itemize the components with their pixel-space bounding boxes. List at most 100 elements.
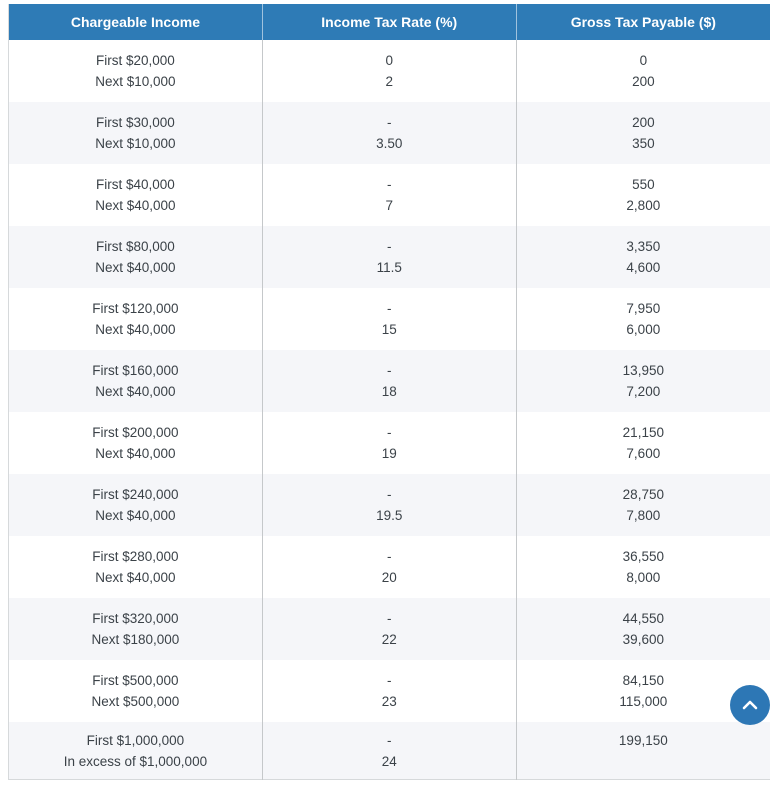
rate-line-2: 19.5: [376, 508, 403, 523]
chargeable-income-cell: First $120,000 Next $40,000: [8, 288, 263, 350]
income-tier-line-1: First $200,000: [92, 425, 179, 440]
income-tier-line-1: First $500,000: [92, 673, 179, 688]
table-row: First $240,000 Next $40,000 - 19.5 28,75…: [8, 474, 770, 536]
gross-tax-cell: 200 350: [515, 102, 770, 164]
table-row: First $500,000 Next $500,000 - 23 84,150…: [8, 660, 770, 722]
rate-line-1: -: [386, 301, 392, 316]
table-row: First $120,000 Next $40,000 - 15 7,950 6…: [8, 288, 770, 350]
tax-line-2: 7,600: [626, 446, 661, 461]
tax-rate-cell: 0 2: [261, 40, 517, 102]
tax-line-1: 36,550: [622, 549, 664, 564]
rate-line-1: -: [386, 115, 392, 130]
tax-rate-cell: - 19.5: [261, 474, 517, 536]
chargeable-income-cell: First $160,000 Next $40,000: [8, 350, 263, 412]
tax-rate-cell: - 15: [261, 288, 517, 350]
table-row: First $20,000 Next $10,000 0 2 0 200: [8, 40, 770, 102]
chargeable-income-cell: First $240,000 Next $40,000: [8, 474, 263, 536]
tax-rate-cell: - 20: [261, 536, 517, 598]
tax-line-1: 21,150: [622, 425, 664, 440]
income-tier-line-2: Next $40,000: [95, 508, 176, 523]
tax-line-2: 4,600: [626, 260, 661, 275]
rate-line-1: -: [386, 549, 392, 564]
chargeable-income-cell: First $20,000 Next $10,000: [8, 40, 263, 102]
rate-line-1: -: [386, 425, 392, 440]
income-tier-line-1: First $240,000: [92, 487, 179, 502]
table-row: First $200,000 Next $40,000 - 19 21,150 …: [8, 412, 770, 474]
income-tier-line-1: First $30,000: [96, 115, 175, 130]
income-tier-line-1: First $320,000: [92, 611, 179, 626]
tax-line-1: 28,750: [622, 487, 664, 502]
rate-line-1: -: [386, 177, 392, 192]
rate-line-1: -: [386, 732, 392, 748]
income-tier-line-1: First $160,000: [92, 363, 179, 378]
table-row: First $40,000 Next $40,000 - 7 550 2,800: [8, 164, 770, 226]
table-body: First $20,000 Next $10,000 0 2 0 200 Fir…: [8, 40, 770, 780]
income-tax-rates-table: Chargeable Income Income Tax Rate (%) Gr…: [8, 4, 770, 780]
column-header-chargeable-income: Chargeable Income: [8, 4, 263, 40]
tax-line-1: 44,550: [622, 611, 664, 626]
tax-line-2: 8,000: [626, 570, 661, 585]
column-header-gross-tax-payable: Gross Tax Payable ($): [515, 4, 770, 40]
rate-line-2: 24: [381, 753, 397, 769]
gross-tax-cell: 36,550 8,000: [515, 536, 770, 598]
income-tier-line-2: Next $10,000: [95, 74, 176, 89]
income-tier-line-2: Next $180,000: [91, 632, 180, 647]
chevron-up-icon: [742, 700, 758, 710]
tax-line-2: 7,800: [626, 508, 661, 523]
income-tier-line-1: First $120,000: [92, 301, 179, 316]
rate-line-2: 11.5: [376, 260, 402, 275]
gross-tax-cell: 199,150: [515, 722, 770, 780]
tax-line-1: 0: [639, 53, 648, 68]
income-tier-line-1: First $1,000,000: [86, 732, 185, 748]
chargeable-income-cell: First $320,000 Next $180,000: [8, 598, 263, 660]
rate-line-1: -: [386, 611, 392, 626]
tax-rate-cell: - 22: [261, 598, 517, 660]
rate-line-2: 23: [381, 694, 397, 709]
table-row: First $80,000 Next $40,000 - 11.5 3,350 …: [8, 226, 770, 288]
rate-line-2: 2: [385, 74, 393, 89]
chargeable-income-cell: First $80,000 Next $40,000: [8, 226, 263, 288]
chargeable-income-cell: First $280,000 Next $40,000: [8, 536, 263, 598]
tax-line-1: 199,150: [618, 732, 668, 748]
tax-line-2: 350: [632, 136, 655, 151]
income-tier-line-2: Next $40,000: [95, 446, 176, 461]
income-tier-line-2: Next $500,000: [91, 694, 180, 709]
tax-rate-cell: - 3.50: [261, 102, 517, 164]
chargeable-income-cell: First $40,000 Next $40,000: [8, 164, 263, 226]
tax-rate-cell: - 11.5: [261, 226, 517, 288]
chargeable-income-cell: First $500,000 Next $500,000: [8, 660, 263, 722]
tax-line-2: 6,000: [626, 322, 661, 337]
tax-line-2: 200: [632, 74, 655, 89]
gross-tax-cell: 550 2,800: [515, 164, 770, 226]
tax-line-1: 7,950: [626, 301, 661, 316]
gross-tax-cell: 13,950 7,200: [515, 350, 770, 412]
tax-rate-cell: - 23: [261, 660, 517, 722]
tax-rate-cell: - 18: [261, 350, 517, 412]
tax-line-2: 115,000: [619, 694, 668, 709]
chargeable-income-cell: First $200,000 Next $40,000: [8, 412, 263, 474]
income-tier-line-1: First $80,000: [96, 239, 175, 254]
gross-tax-cell: 84,150 115,000: [515, 660, 770, 722]
rate-line-1: -: [386, 363, 392, 378]
chargeable-income-cell: First $1,000,000 In excess of $1,000,000: [8, 722, 263, 780]
tax-line-2: 2,800: [626, 198, 661, 213]
rate-line-2: 19: [381, 446, 397, 461]
rate-line-2: 7: [385, 198, 393, 213]
table-row: First $160,000 Next $40,000 - 18 13,950 …: [8, 350, 770, 412]
gross-tax-cell: 21,150 7,600: [515, 412, 770, 474]
income-tier-line-2: Next $40,000: [95, 260, 176, 275]
tax-rate-cell: - 24: [261, 722, 517, 780]
rate-line-1: -: [386, 239, 392, 254]
income-tier-line-2: Next $40,000: [95, 322, 176, 337]
tax-rate-cell: - 7: [261, 164, 517, 226]
rate-line-1: -: [386, 673, 392, 688]
tax-line-1: 84,150: [622, 673, 664, 688]
gross-tax-cell: 44,550 39,600: [515, 598, 770, 660]
gross-tax-cell: 0 200: [515, 40, 770, 102]
back-to-top-button[interactable]: [730, 685, 770, 725]
rate-line-2: 18: [381, 384, 397, 399]
income-tier-line-1: First $20,000: [96, 53, 175, 68]
income-tier-line-2: Next $40,000: [95, 384, 176, 399]
table-header: Chargeable Income Income Tax Rate (%) Gr…: [8, 4, 770, 40]
